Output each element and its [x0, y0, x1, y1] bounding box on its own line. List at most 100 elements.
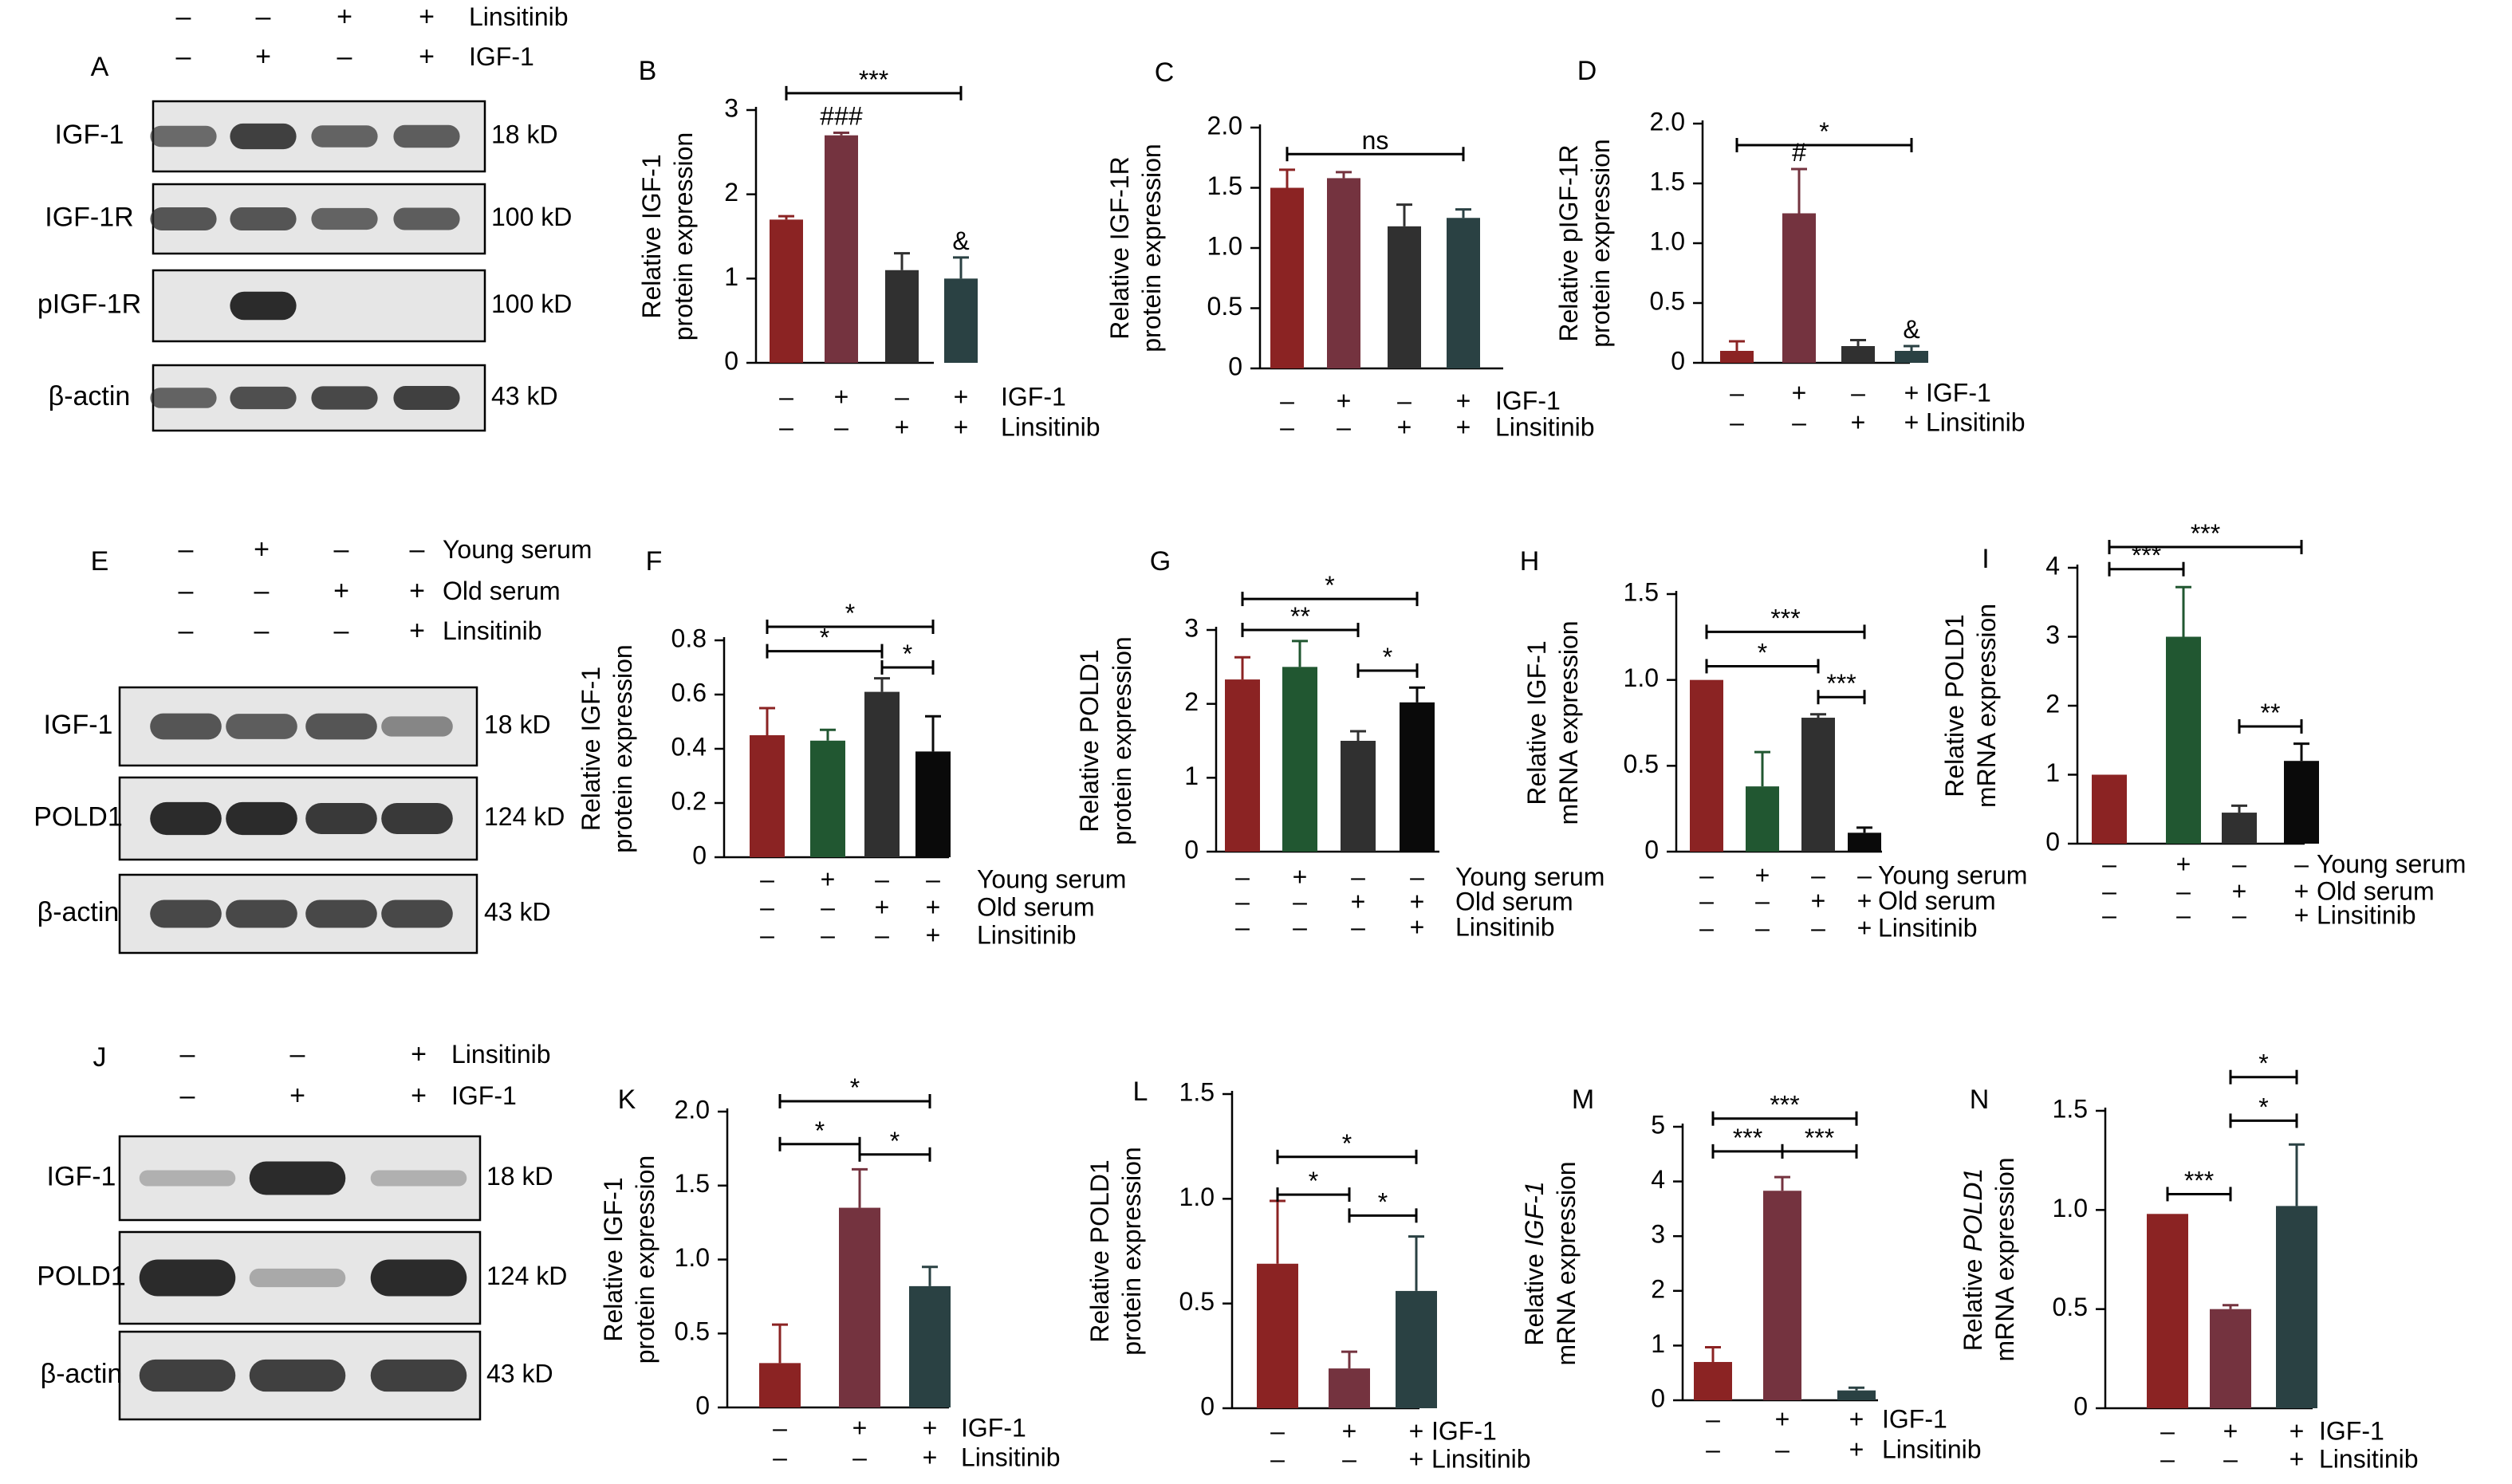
condition-label: Old serum [443, 577, 561, 605]
y-tick-label: 0.5 [2053, 1293, 2088, 1321]
protein-band [226, 899, 297, 928]
y-tick-label: 0 [2073, 1391, 2088, 1420]
y-tick-label: 0 [2045, 827, 2060, 856]
bar [1895, 351, 1928, 363]
condition-label: Young serum [443, 535, 592, 564]
y-axis-label: mRNA expression [1552, 1161, 1581, 1365]
condition-label: IGF-1 [2319, 1416, 2384, 1445]
significance-label: *** [1733, 1124, 1762, 1152]
condition-label: Linsitinib [2317, 900, 2416, 929]
condition-label: Linsitinib [443, 616, 542, 645]
protein-label: POLD1 [37, 1261, 126, 1291]
y-tick-label: 3 [1651, 1220, 1665, 1249]
significance-label: * [850, 1073, 860, 1102]
protein-band [226, 714, 297, 739]
chart-panel-B: B 0 1 2 3 Relative IGF-1 protein expression ###… [637, 56, 1100, 441]
bar [750, 735, 785, 857]
condition-sign: + [954, 412, 969, 441]
condition-label: Linsitinib [2319, 1444, 2419, 1473]
protein-label: β-actin [49, 381, 131, 411]
y-tick-label: 1.5 [675, 1169, 710, 1198]
condition-sign: + [255, 41, 271, 72]
significance-label: *** [2191, 519, 2220, 548]
condition-label: Old serum [1878, 886, 1996, 915]
chart-panel-K: K 0 0.5 1.0 1.5 2.0 Relative IGF-1 protein expr… [599, 1073, 1061, 1471]
condition-label: Linsitinib [961, 1443, 1061, 1471]
bar [864, 691, 900, 857]
bar [1848, 833, 1881, 852]
panel-letter: E [91, 546, 109, 577]
y-tick-label: 0 [1644, 835, 1659, 864]
protein-band [370, 1170, 467, 1187]
condition-sign: + [2290, 1416, 2305, 1445]
condition-label: Linsitinib [451, 1040, 551, 1069]
condition-sign: + [1337, 386, 1352, 415]
protein-band [381, 899, 453, 928]
protein-band [370, 1359, 467, 1392]
condition-sign: – [1235, 887, 1250, 915]
condition-sign: – [852, 1443, 867, 1471]
condition-sign: – [2232, 849, 2246, 878]
condition-sign: + [1410, 912, 1425, 941]
condition-sign: + [411, 1081, 427, 1111]
condition-sign: + [254, 534, 270, 565]
condition-sign: – [337, 41, 352, 72]
bar [2276, 1206, 2317, 1408]
y-tick-label: 1.0 [1207, 231, 1242, 260]
condition-sign: – [179, 576, 194, 606]
significance-label: * [815, 1116, 825, 1145]
y-axis-label: protein expression [669, 132, 698, 340]
significance-label: * [820, 624, 829, 652]
y-tick-label: 0 [1184, 835, 1199, 864]
y-tick-label: 4 [2045, 551, 2060, 580]
significance-label: * [1819, 117, 1829, 146]
y-axis-label: protein expression [1108, 636, 1136, 844]
condition-sign: + [1851, 407, 1866, 436]
y-tick-label: 2.0 [675, 1095, 710, 1124]
condition-sign: – [1410, 862, 1424, 891]
condition-label: Young serum [1455, 862, 1604, 891]
condition-sign: – [179, 616, 194, 646]
condition-sign: + [2290, 1444, 2305, 1473]
significance-label: *** [2132, 541, 2161, 570]
condition-label: IGF-1 [451, 1081, 517, 1110]
significance-label: *** [2184, 1166, 2214, 1195]
chart-panel-D: D 0 0.5 1.0 1.5 2.0 Relative pIGF-1R protein ex… [1554, 56, 2026, 436]
panel-letter: L [1133, 1077, 1148, 1107]
condition-label: IGF-1 [1495, 386, 1561, 415]
condition-sign: + [1410, 887, 1425, 915]
condition-sign: + [834, 382, 849, 411]
y-axis-label: mRNA expression [1554, 620, 1583, 825]
bar [2092, 774, 2127, 844]
y-tick-label: 0.5 [1207, 292, 1242, 321]
condition-sign: + [1904, 378, 1919, 407]
condition-sign: – [334, 616, 349, 646]
significance-label: * [1325, 571, 1334, 600]
condition-sign: – [1235, 862, 1250, 891]
y-axis-label: Relative IGF-1 [1522, 640, 1551, 805]
condition-sign: + [419, 41, 435, 72]
significance-symbol: & [1903, 315, 1919, 344]
protein-band [226, 801, 297, 836]
condition-sign: + [1409, 1416, 1424, 1445]
protein-band [393, 207, 460, 230]
significance-label: ns [1362, 126, 1389, 155]
condition-sign: – [1280, 412, 1294, 441]
condition-sign: + [1849, 1435, 1864, 1463]
y-tick-label: 2 [724, 178, 738, 207]
y-axis-label: protein expression [1117, 1147, 1146, 1355]
condition-sign: – [176, 2, 191, 32]
y-axis-label: Relative IGF-1R [1105, 156, 1134, 339]
bar [1257, 1263, 1298, 1408]
condition-sign: + [2176, 849, 2191, 878]
blot-strip [152, 269, 486, 343]
condition-sign: – [1293, 912, 1307, 941]
protein-label: IGF-1 [55, 120, 124, 150]
condition-sign: – [2223, 1444, 2238, 1473]
bar [2222, 813, 2257, 844]
significance-symbol: & [952, 226, 969, 255]
condition-label: IGF-1 [1926, 378, 1991, 407]
